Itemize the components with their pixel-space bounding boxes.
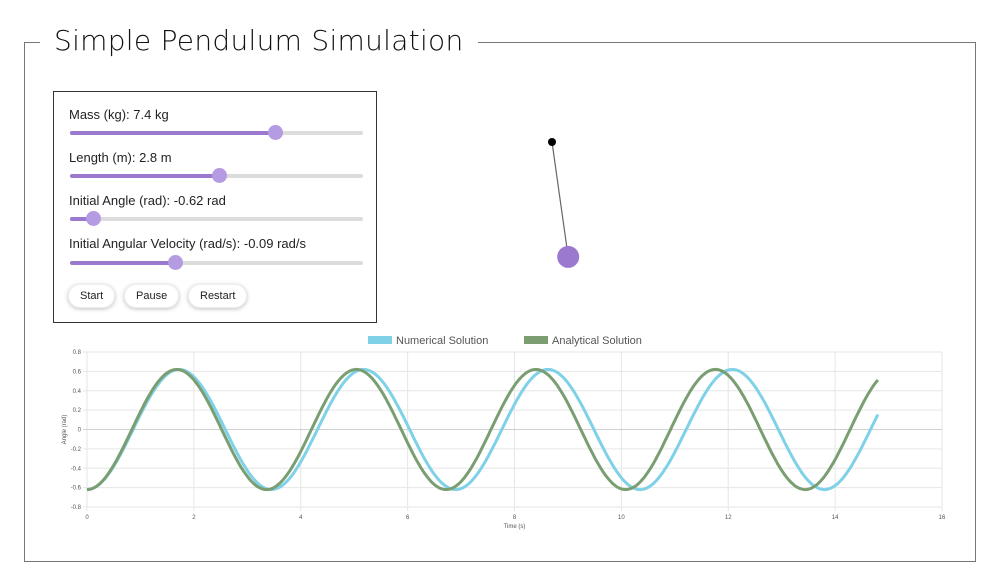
- start-button[interactable]: Start: [68, 284, 116, 308]
- x-tick-label: 0: [85, 515, 89, 521]
- y-tick-label: -0.8: [71, 505, 82, 511]
- y-tick-label: 0.6: [73, 369, 82, 375]
- mass-label: Mass (kg): 7.4 kg: [69, 107, 169, 122]
- legend-label: Analytical Solution: [552, 335, 642, 347]
- length-label: Length (m): 2.8 m: [69, 150, 172, 165]
- series-line: [86, 367, 880, 492]
- y-tick-label: 0.2: [73, 408, 82, 414]
- controls-panel: Mass (kg): 7.4 kg Length (m): 2.8 m Init…: [53, 91, 377, 323]
- angle-label: Initial Angle (rad): -0.62 rad: [69, 193, 226, 208]
- mass-slider[interactable]: [70, 125, 363, 140]
- y-tick-label: -0.2: [71, 447, 82, 453]
- y-axis-label: Angle (rad): [62, 415, 68, 445]
- restart-button[interactable]: Restart: [188, 284, 248, 308]
- velocity-slider-thumb[interactable]: [168, 255, 184, 270]
- simulation-frame: [24, 42, 976, 562]
- x-axis-label: Time (s): [504, 524, 526, 530]
- legend-label: Numerical Solution: [396, 335, 488, 347]
- angle-chart: 0 2 4 6 8 10 12 14 16 0.8 0.6 0.4 0.2 0 -0.2 -0.4 -0.6 -0…: [62, 335, 946, 530]
- angle-slider-thumb[interactable]: [86, 211, 102, 226]
- mass-slider-fill: [70, 131, 276, 135]
- length-slider-fill: [70, 174, 220, 178]
- mass-slider-thumb[interactable]: [268, 125, 284, 140]
- angle-slider[interactable]: [70, 211, 363, 226]
- x-tick-label: 6: [406, 515, 410, 521]
- x-tick-label: 4: [299, 515, 303, 521]
- pendulum-rod: [551, 141, 569, 257]
- series-line: [86, 367, 880, 492]
- x-tick-label: 2: [192, 515, 196, 521]
- x-tick-label: 16: [939, 515, 946, 521]
- velocity-slider[interactable]: [70, 255, 363, 270]
- pause-button[interactable]: Pause: [124, 284, 180, 308]
- pendulum-pivot: [548, 138, 556, 146]
- y-tick-label: -0.4: [71, 466, 82, 472]
- angle-slider-fill: [70, 217, 94, 221]
- y-tick-label: 0.8: [73, 350, 82, 356]
- velocity-label: Initial Angular Velocity (rad/s): -0.09 …: [69, 236, 307, 251]
- y-tick-label: 0.4: [73, 389, 82, 395]
- x-tick-label: 14: [832, 515, 839, 521]
- y-tick-label: -0.6: [71, 486, 82, 492]
- legend-swatch: [368, 336, 392, 344]
- y-tick-label: 0: [78, 428, 82, 434]
- length-slider-thumb[interactable]: [212, 168, 228, 183]
- pendulum-view: [548, 138, 580, 268]
- page-title: Simple Pendulum Simulation: [40, 22, 478, 60]
- pendulum-bob[interactable]: [557, 245, 580, 268]
- legend-swatch: [524, 336, 548, 344]
- x-tick-label: 10: [618, 515, 625, 521]
- x-tick-label: 8: [513, 515, 517, 521]
- length-slider[interactable]: [70, 168, 363, 183]
- x-tick-label: 12: [725, 515, 732, 521]
- velocity-slider-fill: [70, 261, 176, 265]
